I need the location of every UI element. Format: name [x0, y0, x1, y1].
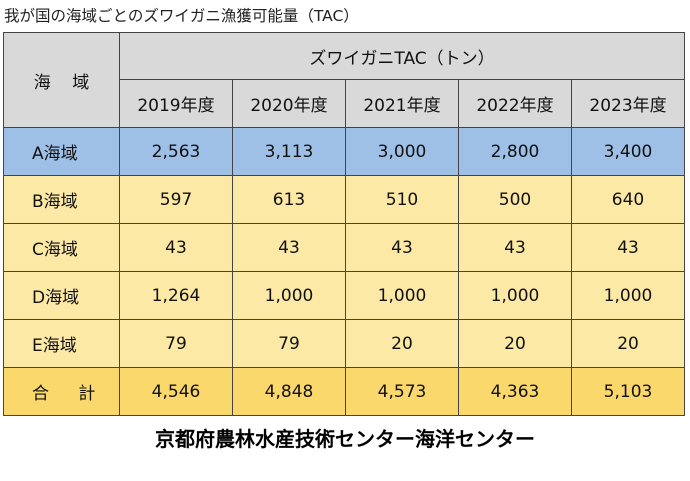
table-cell: 1,264	[119, 271, 233, 320]
source-credit: 京都府農林水産技術センター海洋センター	[155, 427, 535, 451]
table-cell: 1,000	[345, 271, 459, 320]
table-cell: 79	[232, 319, 346, 368]
row-label: E海域	[3, 319, 120, 368]
table-cell: 43	[345, 223, 459, 272]
total-cell: 4,363	[458, 367, 572, 416]
table-row-a: A海域 2,563 3,113 3,000 2,800 3,400	[3, 127, 686, 176]
table-cell: 20	[345, 319, 459, 368]
table-cell: 2,563	[119, 127, 233, 176]
table-row-total: 合 計 4,546 4,848 4,573 4,363 5,103	[3, 367, 686, 416]
table-cell: 500	[458, 175, 572, 224]
table-cell: 510	[345, 175, 459, 224]
table-row-d: D海域 1,264 1,000 1,000 1,000 1,000	[3, 271, 686, 320]
table-row-b: B海域 597 613 510 500 640	[3, 175, 686, 224]
year-header: 2021年度	[345, 79, 459, 128]
total-cell: 4,573	[345, 367, 459, 416]
year-header: 2023年度	[570, 79, 686, 128]
table-cell: 2,800	[458, 127, 572, 176]
total-label: 合 計	[3, 367, 120, 416]
table-cell: 3,400	[570, 127, 686, 176]
total-cell: 4,848	[232, 367, 346, 416]
region-column-header: 海 域	[3, 32, 120, 128]
row-label: D海域	[3, 271, 120, 320]
table-cell: 3,113	[232, 127, 346, 176]
row-label: C海域	[3, 223, 120, 272]
total-cell: 5,103	[570, 367, 686, 416]
table-cell: 1,000	[458, 271, 572, 320]
table-cell: 20	[570, 319, 686, 368]
table-row-c: C海域 43 43 43 43 43	[3, 223, 686, 272]
table-cell: 640	[570, 175, 686, 224]
tac-table: 海 域 ズワイガニTAC（トン） 2019年度 2020年度 2021年度 20…	[3, 32, 686, 416]
year-header: 2022年度	[458, 79, 572, 128]
table-cell: 613	[232, 175, 346, 224]
tac-group-header: ズワイガニTAC（トン）	[118, 32, 686, 80]
table-cell: 43	[119, 223, 233, 272]
row-label: B海域	[3, 175, 120, 224]
table-cell: 20	[458, 319, 572, 368]
row-label: A海域	[3, 127, 120, 176]
year-header: 2019年度	[119, 79, 233, 128]
table-cell: 1,000	[232, 271, 346, 320]
table-cell: 43	[458, 223, 572, 272]
table-row-e: E海域 79 79 20 20 20	[3, 319, 686, 368]
table-cell: 3,000	[345, 127, 459, 176]
table-title: 我が国の海域ごとのズワイガニ漁獲可能量（TAC）	[4, 7, 359, 25]
table-cell: 1,000	[570, 271, 686, 320]
table-cell: 43	[232, 223, 346, 272]
total-cell: 4,546	[119, 367, 233, 416]
year-header: 2020年度	[232, 79, 346, 128]
table-cell: 597	[119, 175, 233, 224]
table-cell: 43	[570, 223, 686, 272]
table-cell: 79	[119, 319, 233, 368]
